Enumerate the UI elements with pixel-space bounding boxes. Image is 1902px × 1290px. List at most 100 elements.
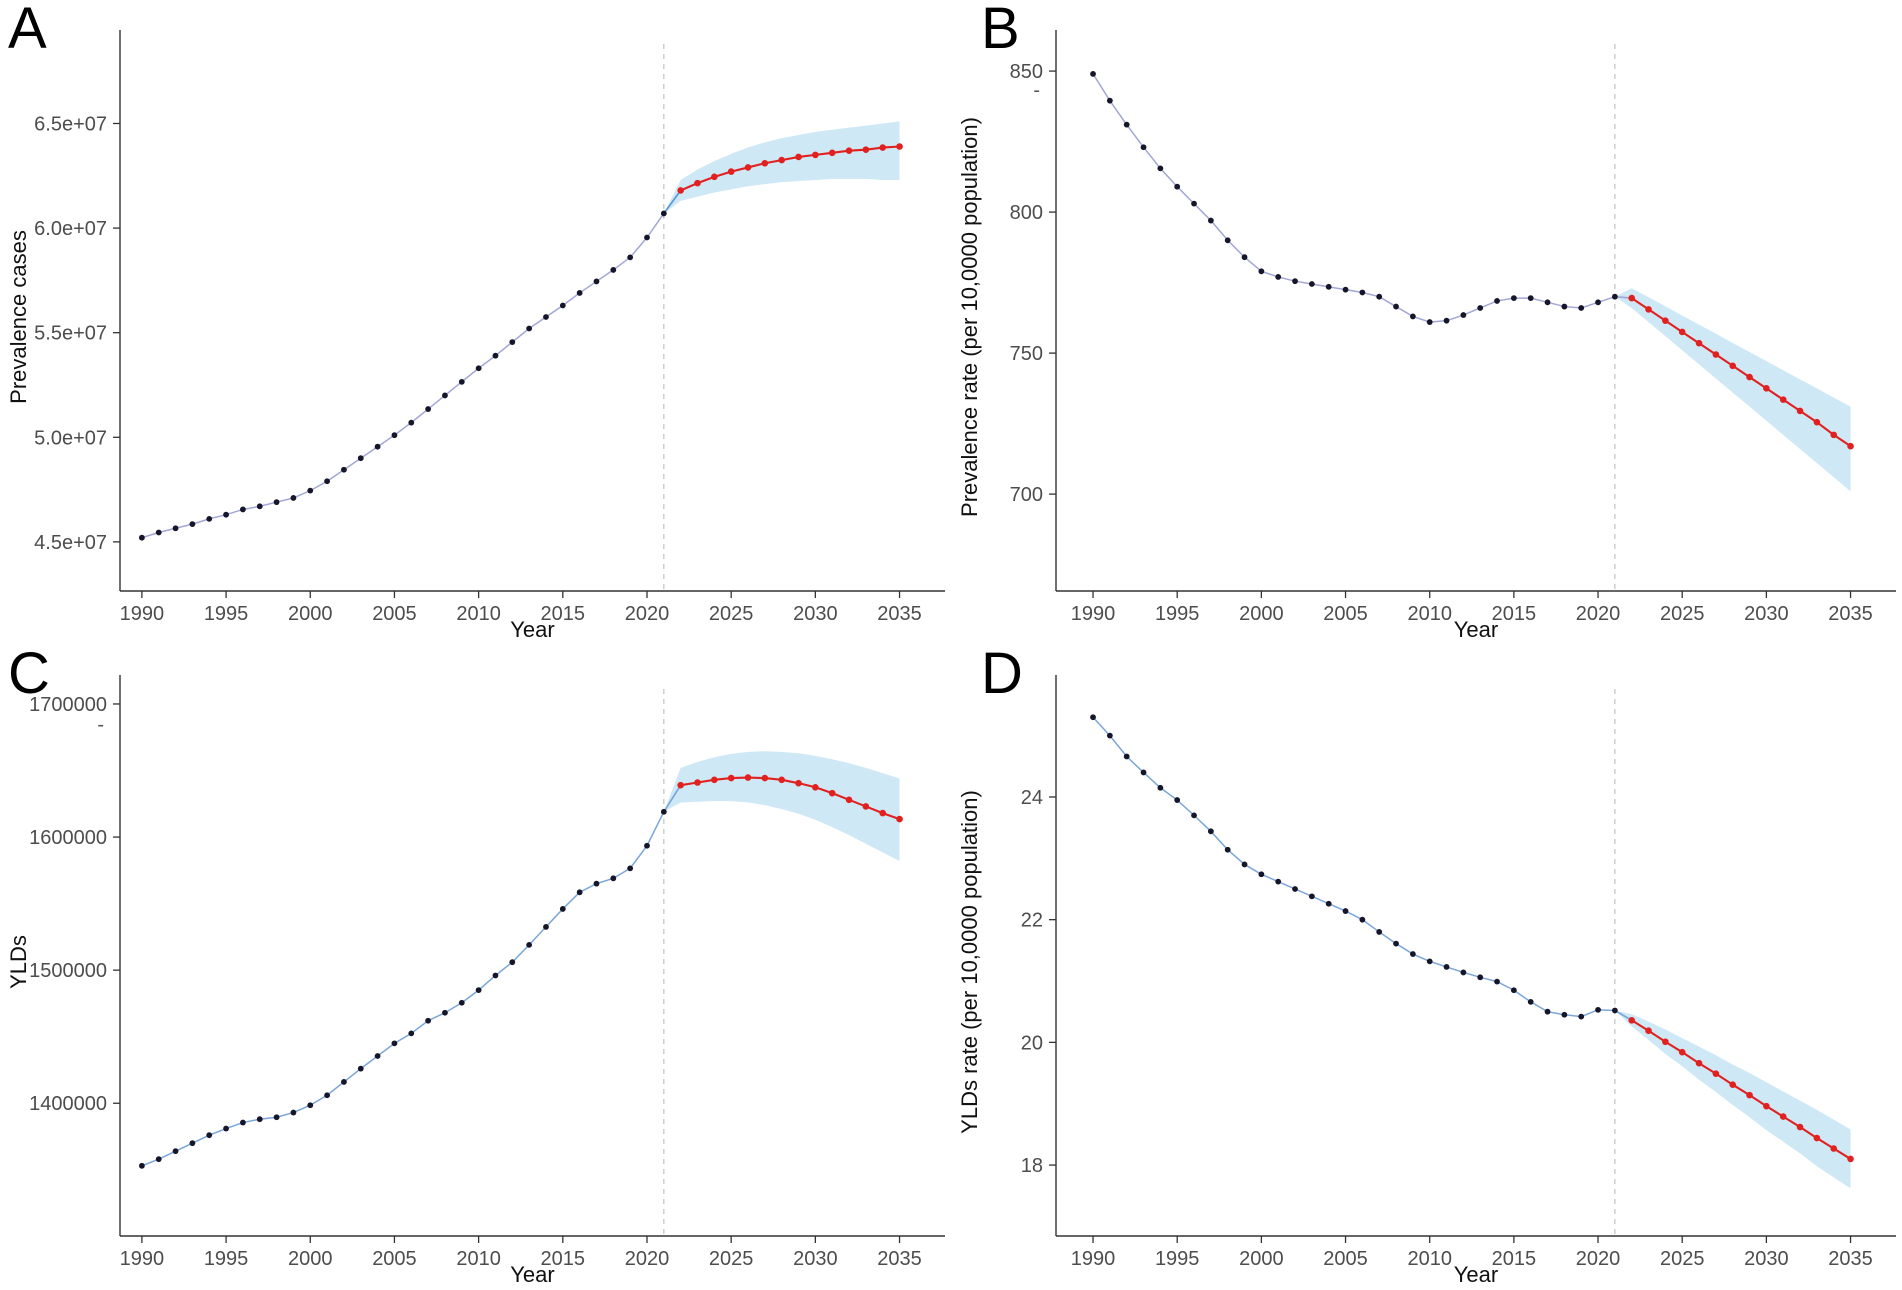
observed-point bbox=[526, 325, 533, 332]
observed-line bbox=[1092, 716, 1615, 1018]
observed-point bbox=[391, 432, 398, 439]
y-tick-label: 18 bbox=[1021, 1155, 1043, 1177]
observed-point bbox=[1241, 861, 1248, 868]
projected-point bbox=[761, 774, 769, 782]
panel-a: A 1990 1995 2000 2005 2010 2015 2020 2025 2030 20… bbox=[0, 0, 951, 645]
y-tick-label: 1600000 bbox=[29, 827, 107, 849]
observed-point bbox=[1578, 305, 1585, 311]
y-tick-label: 20 bbox=[1021, 1032, 1043, 1054]
observed-point bbox=[138, 534, 145, 541]
x-tick-label: 2005 bbox=[372, 1248, 417, 1270]
x-tick-label: 2005 bbox=[1323, 1248, 1368, 1270]
observed-point bbox=[1409, 951, 1416, 957]
projected-point bbox=[896, 143, 903, 150]
observed-point bbox=[593, 880, 600, 887]
projected-point bbox=[744, 164, 752, 171]
panel-d: D 1990 1995 2000 2005 2010 2015 2020 2025 2030 20… bbox=[951, 645, 1902, 1290]
observed-point bbox=[1207, 828, 1214, 835]
projected-point bbox=[1645, 1027, 1652, 1035]
observed-point bbox=[660, 808, 667, 815]
observed-point bbox=[273, 499, 280, 506]
observed-point bbox=[408, 1030, 415, 1037]
confidence-band bbox=[663, 121, 900, 214]
observed-point bbox=[1561, 303, 1568, 310]
observed-line bbox=[141, 213, 665, 539]
observed-point bbox=[644, 842, 650, 849]
observed-point bbox=[1140, 769, 1147, 776]
observed-point bbox=[206, 515, 213, 522]
observed-point bbox=[1460, 969, 1467, 976]
x-tick-label: 2020 bbox=[625, 1248, 670, 1270]
observed-point bbox=[1376, 929, 1383, 935]
x-axis-title: Year bbox=[510, 1262, 554, 1287]
x-tick-label: 1990 bbox=[1071, 1248, 1116, 1270]
observed-point bbox=[1191, 812, 1197, 819]
x-tick-label: 2020 bbox=[1576, 603, 1621, 625]
projected-point bbox=[1830, 431, 1838, 439]
observed-point bbox=[526, 941, 533, 948]
projected-point bbox=[778, 156, 785, 164]
observed-point bbox=[1157, 784, 1164, 791]
projected-point bbox=[1645, 306, 1652, 313]
y-tick-label: 700 bbox=[1010, 484, 1043, 506]
observed-point bbox=[1527, 295, 1534, 302]
observed-point bbox=[1258, 268, 1265, 275]
observed-point bbox=[324, 478, 330, 485]
observed-point bbox=[1224, 846, 1231, 853]
observed-point bbox=[1342, 286, 1349, 293]
observed-point bbox=[155, 529, 162, 536]
x-tick-label: 1990 bbox=[120, 1248, 165, 1270]
projected-point bbox=[1847, 442, 1854, 450]
observed-point bbox=[374, 1053, 381, 1059]
x-tick-label: 2020 bbox=[1576, 1248, 1621, 1270]
x-tick-label: 2000 bbox=[1239, 1248, 1284, 1270]
observed-point bbox=[1376, 293, 1383, 300]
observed-point bbox=[1174, 183, 1181, 190]
chart-c: 1990 1995 2000 2005 2010 2015 2020 2025 2030 2035… bbox=[6, 675, 945, 1287]
y-tick-label: 24 bbox=[1021, 787, 1043, 809]
observed-point bbox=[240, 1119, 246, 1126]
confidence-band bbox=[1614, 1010, 1851, 1189]
observed-point bbox=[1494, 978, 1500, 985]
observed-point bbox=[425, 1017, 432, 1024]
observed-point bbox=[458, 378, 465, 385]
observed-point bbox=[1207, 217, 1214, 224]
observed-point bbox=[1611, 293, 1618, 300]
projected-point bbox=[1830, 1145, 1838, 1152]
observed-point bbox=[341, 1079, 347, 1085]
x-tick-label: 2030 bbox=[793, 603, 838, 625]
observed-line bbox=[1092, 73, 1616, 323]
projected-point bbox=[1729, 1081, 1737, 1088]
observed-point bbox=[1325, 283, 1332, 290]
projected-point bbox=[1695, 339, 1703, 347]
observed-point bbox=[1191, 200, 1197, 207]
observed-point bbox=[240, 506, 246, 513]
x-tick-label: 2020 bbox=[625, 603, 670, 625]
projected-point bbox=[1662, 317, 1669, 324]
y-minor-dash: - bbox=[1033, 79, 1040, 101]
observed-point bbox=[357, 1065, 364, 1072]
observed-point bbox=[374, 443, 381, 450]
observed-point bbox=[1393, 303, 1399, 310]
observed-point bbox=[627, 254, 634, 261]
projected-point bbox=[896, 815, 903, 823]
projected-point bbox=[1813, 1134, 1821, 1142]
x-tick-label: 2030 bbox=[1744, 603, 1789, 625]
observed-point bbox=[1308, 893, 1315, 900]
observed-point bbox=[593, 278, 600, 285]
x-tick-label: 1995 bbox=[204, 1248, 249, 1270]
y-tick-label: 1500000 bbox=[29, 960, 107, 982]
panel-c-label: C bbox=[8, 641, 50, 706]
x-tick-label: 2035 bbox=[1828, 603, 1873, 625]
projected-point bbox=[727, 168, 735, 175]
observed-point bbox=[543, 314, 549, 320]
projected-point bbox=[1662, 1038, 1669, 1046]
projected-point bbox=[744, 774, 752, 781]
observed-point bbox=[189, 1140, 196, 1147]
observed-point bbox=[1477, 974, 1484, 981]
y-tick-label: 5.5e+07 bbox=[34, 323, 107, 345]
y-tick-label: 1400000 bbox=[29, 1093, 107, 1115]
x-tick-label: 1990 bbox=[1071, 603, 1116, 625]
projected-point bbox=[862, 146, 870, 153]
